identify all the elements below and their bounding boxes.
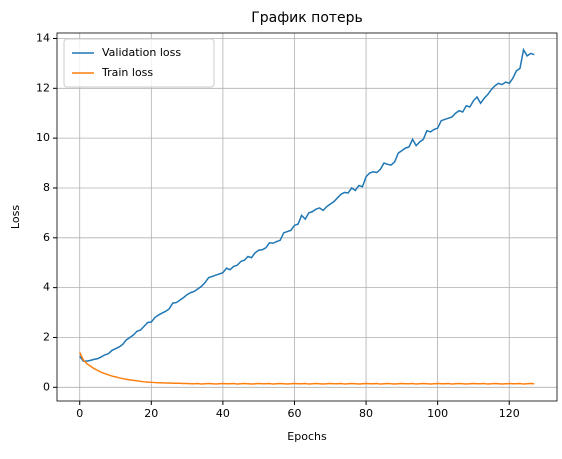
x-tick-label: 80 [359,407,373,420]
y-axis-label: Loss [9,205,22,229]
y-tick-label: 4 [43,281,50,294]
y-tick-label: 2 [43,330,50,343]
data-line [79,352,535,385]
x-tick-label: 20 [144,407,158,420]
y-tick-label: 8 [43,181,50,194]
x-tick-label: 120 [499,407,520,420]
y-tick-label: 12 [36,81,50,94]
legend-label: Train loss [101,66,153,79]
data-line [79,47,535,362]
x-tick-label: 60 [287,407,301,420]
y-tick-label: 10 [36,131,50,144]
legend-label: Validation loss [102,46,181,59]
y-tick-label: 6 [43,231,50,244]
y-tick-label: 14 [36,31,50,44]
plot-frame [56,32,558,402]
chart-title: График потерь [251,10,363,26]
y-tick-label: 0 [43,380,50,393]
x-tick-label: 0 [76,407,83,420]
legend-box [63,38,215,88]
x-axis-label: Epochs [287,430,327,443]
x-tick-label: 40 [216,407,230,420]
x-tick-label: 100 [427,407,448,420]
